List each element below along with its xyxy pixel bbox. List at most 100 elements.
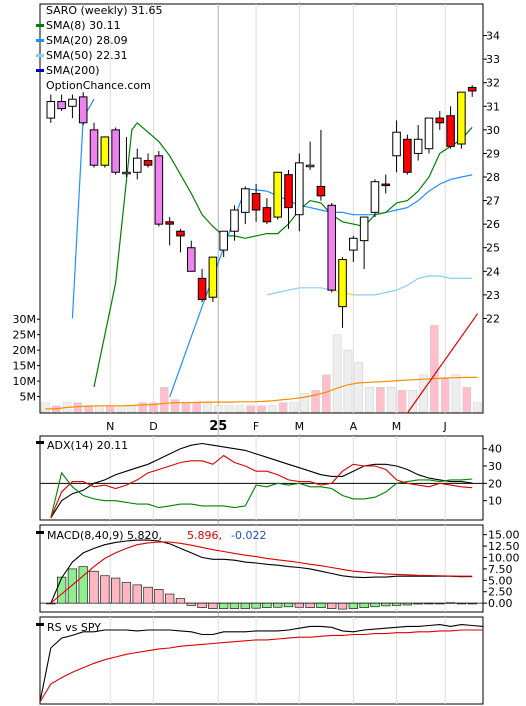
candle-body-16 [219,230,228,251]
volume-bar-36 [430,325,439,413]
volume-bar-7 [116,405,126,413]
volume-bar-37 [440,377,450,413]
macd-hist-bar-39 [467,602,477,605]
legend-label: SMA(8) 30.11 [46,19,121,32]
macd-hist-bar-26 [327,602,337,609]
legend-label: SMA(20) 28.09 [46,34,128,47]
rs-title: RS vs SPY [47,621,101,634]
volume-bar-35 [419,374,428,413]
macd-hist-bar-13 [186,602,196,606]
candle-body-9 [143,160,153,166]
volume-bar-30 [365,387,374,413]
volume-bar-24 [300,393,310,413]
macd-hist-bar-14 [197,602,207,609]
macd-hist-bar-34 [413,602,423,605]
macd-hist-bar-10 [154,589,164,604]
volume-bar-23 [289,402,299,413]
vol-ytick-label: 20M [13,344,37,357]
price-ytick-label: 29 [486,147,500,160]
macd-ytick-label: 15.00 [488,529,520,542]
candle-body-14 [197,277,207,301]
candle-body-25 [316,185,326,197]
macd-hist-bar-27 [337,602,348,610]
macd-hist-bar-35 [424,602,434,605]
volume-bar-31 [376,387,385,413]
price-ytick-label: 25 [486,242,500,255]
macd-title: MACD(8,40,9) 5.820, [47,529,162,542]
volume-bar-9 [138,402,147,413]
candle-body-8 [132,157,142,173]
adx-ytick-label: 10 [488,495,502,508]
volume-bar-39 [462,387,472,413]
volume-bar-19 [246,405,255,413]
x-label: M [392,420,402,433]
volume-bar-33 [397,390,407,413]
legend-swatch-4 [36,69,44,72]
volume-bar-5 [95,405,104,413]
candle-body-2 [68,98,77,107]
candle-body-12 [176,230,185,237]
macd-hist-bar-28 [348,602,358,609]
macd-hist-bar-25 [316,602,326,609]
macd-hist-bar-1 [56,576,67,604]
x-label: J [443,420,447,433]
candle-body-3 [78,96,88,124]
candle-body-35 [424,117,434,150]
macd-ytick-label: 0.00 [488,597,513,610]
volume-bar-34 [408,390,418,413]
macd-hist-bar-22 [283,602,294,608]
volume-bar-40 [473,402,482,413]
macd-hist-bar-33 [402,602,412,606]
x-label: 25 [209,419,227,434]
candle-body-11 [165,221,174,225]
volume-ma-line [45,376,478,410]
macd-hist-label: -0.022 [231,529,266,542]
volume-bar-15 [203,402,212,413]
volume-bar-10 [149,402,158,413]
candle-body-7 [122,171,131,175]
macd-hist-bar-12 [175,598,186,604]
candle-body-20 [262,207,272,223]
volume-bar-27 [332,334,342,413]
adx-ytick-label: 20 [488,477,502,490]
legend-label: SMA(200) [46,64,100,77]
candle-body-29 [359,216,369,242]
macd-ytick-label: 12.50 [488,540,520,553]
price-ytick-label: 28 [486,171,500,184]
macd-ytick-label: 2.50 [488,586,513,599]
price-legend: SARO (weekly) 31.65 SMA(8) 30.11 SMA(20) 2… [36,4,163,92]
price-ytick-label: 30 [486,124,500,137]
candle-body-28 [349,237,358,251]
macd-hist-bar-2 [67,568,78,604]
x-label: D [149,420,157,433]
volume-bar-28 [343,349,353,413]
adx-frame [39,435,484,521]
adx-legend-swatch [36,441,44,444]
macd-hist-bar-7 [121,582,132,604]
macd-signal-label: 5.896, [187,529,222,542]
volume-bar-18 [235,405,245,413]
rs-trend-line [406,313,479,414]
volume-bar-6 [105,405,115,413]
macd-signal-line [50,541,473,604]
candle-body-24 [305,164,315,168]
sma8-line [136,122,473,239]
candle-body-36 [435,117,445,124]
x-label: M [295,420,305,433]
macd-hist-bar-8 [132,584,142,604]
x-label: F [253,420,259,433]
macd-hist-bar-37 [445,602,456,604]
price-frame [39,3,484,414]
price-ytick-label: 34 [486,30,500,43]
price-ytick-label: 31 [486,100,500,113]
macd-hist-bar-15 [208,602,218,609]
volume-bar-29 [354,362,364,413]
macd-hist-bar-23 [294,602,304,608]
price-ytick-label: 27 [486,195,500,208]
macd-ytick-label: 5.00 [488,574,513,587]
vol-ytick-label: 10M [13,375,37,388]
volume-bar-11 [159,387,169,413]
legend-swatch-1 [36,24,44,27]
volume-bar-12 [170,399,180,413]
